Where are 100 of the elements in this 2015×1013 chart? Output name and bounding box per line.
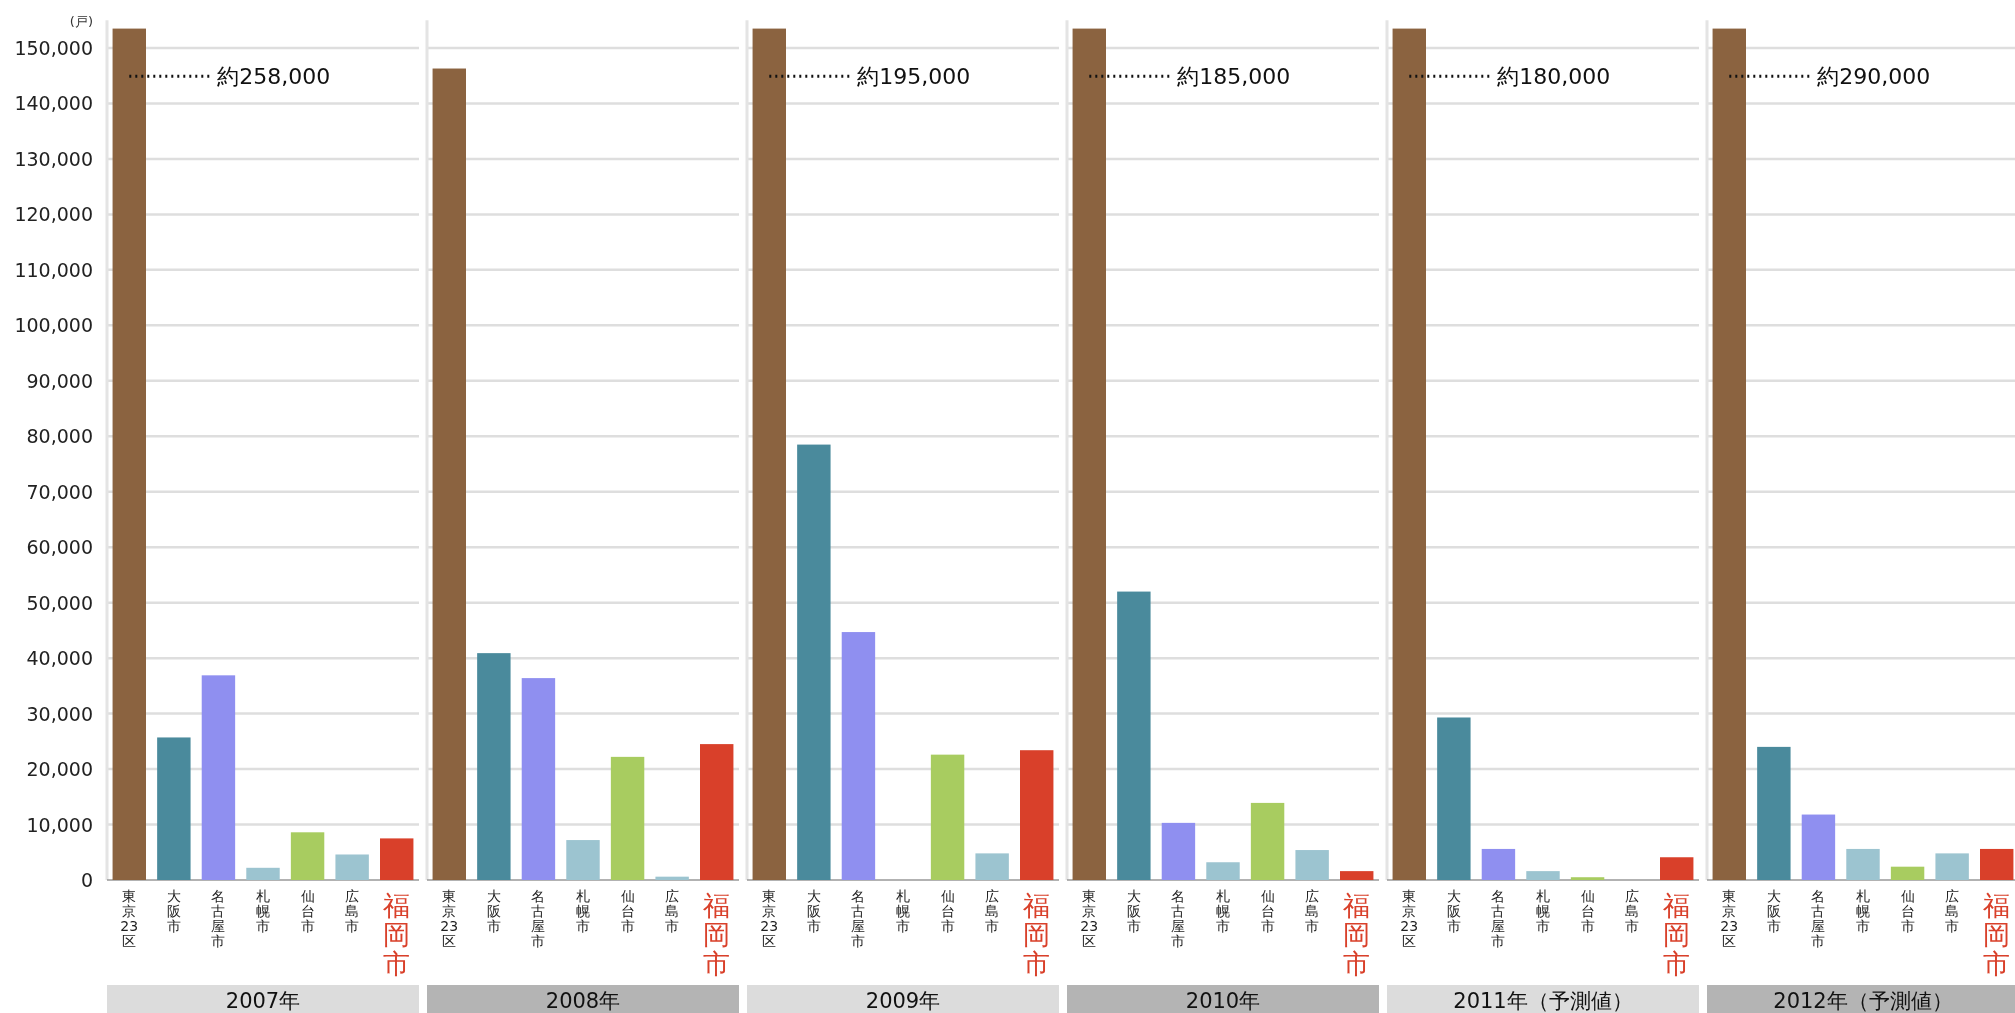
bar xyxy=(930,754,965,880)
bar xyxy=(1392,28,1426,880)
x-tick-label: 仙台市 xyxy=(620,888,635,935)
bar xyxy=(1757,746,1791,880)
x-tick-label: 仙台市 xyxy=(1580,888,1595,935)
x-tick-label: 札幌市 xyxy=(576,888,590,935)
text: 2008年 xyxy=(545,989,621,1013)
text: 2009年 xyxy=(865,989,941,1013)
y-tick-label: 120,000 xyxy=(14,203,93,226)
x-tick-label: 札幌市 xyxy=(896,888,910,935)
x-tick-label: 福岡市 xyxy=(1983,890,2011,980)
x-tick-label: 大阪市 xyxy=(1446,888,1461,935)
text: 2007年 xyxy=(225,989,301,1013)
x-tick-label: 広島市 xyxy=(985,888,1000,935)
y-tick-label: 60,000 xyxy=(26,536,93,559)
x-tick-label: 広島市 xyxy=(1945,888,1960,935)
bar xyxy=(201,675,236,880)
bar xyxy=(841,632,876,880)
y-tick-label: 30,000 xyxy=(26,702,93,725)
x-tick-label: 東京23区 xyxy=(1080,888,1099,950)
bar xyxy=(1846,848,1880,880)
bar xyxy=(477,653,511,880)
bar xyxy=(610,756,645,880)
x-tick-label: 広島市 xyxy=(665,888,680,935)
x-tick-label: 札幌市 xyxy=(1216,888,1230,935)
x-tick-label: 名古屋市 xyxy=(1491,888,1506,950)
bar xyxy=(797,444,831,880)
x-tick-label: 福岡市 xyxy=(383,890,411,980)
x-tick-label: 大阪市 xyxy=(1126,888,1141,935)
bar xyxy=(432,68,466,880)
x-tick-label: 福岡市 xyxy=(703,890,731,980)
bar xyxy=(1117,591,1151,880)
bar xyxy=(380,838,414,880)
bar xyxy=(157,737,191,880)
x-tick-label: 大阪市 xyxy=(486,888,501,935)
bar xyxy=(1890,866,1925,880)
bar xyxy=(975,853,1009,880)
bar xyxy=(1712,28,1746,880)
bar xyxy=(1020,750,1054,880)
annotation: 約258,000 xyxy=(217,64,331,90)
x-tick-label: 札幌市 xyxy=(1536,888,1550,935)
x-tick-label: 東京23区 xyxy=(440,888,459,950)
annotation: 約290,000 xyxy=(1817,64,1931,90)
x-tick-label: 大阪市 xyxy=(806,888,821,935)
bar xyxy=(1161,822,1196,880)
bar xyxy=(112,28,146,880)
bar xyxy=(1570,877,1605,880)
bar xyxy=(1935,853,1969,880)
y-tick-label: 10,000 xyxy=(26,813,93,836)
x-tick-label: 福岡市 xyxy=(1663,890,1691,980)
x-tick-label: 名古屋市 xyxy=(851,888,866,950)
bar xyxy=(1250,802,1285,880)
bar xyxy=(521,678,556,880)
x-tick-label: 仙台市 xyxy=(1260,888,1275,935)
bar xyxy=(566,840,600,880)
annotation: 約185,000 xyxy=(1177,64,1291,90)
annotation: 約195,000 xyxy=(857,64,971,90)
y-tick-label: 110,000 xyxy=(14,258,93,281)
x-tick-label: 福岡市 xyxy=(1343,890,1371,980)
y-tick-label: 20,000 xyxy=(26,758,93,781)
bar xyxy=(700,744,734,880)
x-tick-label: 広島市 xyxy=(1625,888,1640,935)
text: 2011年（予測値） xyxy=(1453,989,1633,1013)
y-tick-label: 0 xyxy=(80,869,93,891)
bar xyxy=(1340,871,1374,880)
bar xyxy=(1481,848,1516,880)
bar xyxy=(246,867,280,880)
x-tick-label: 東京23区 xyxy=(1720,888,1739,950)
x-tick-label: 東京23区 xyxy=(120,888,139,950)
x-tick-label: 仙台市 xyxy=(300,888,315,935)
x-tick-label: 広島市 xyxy=(345,888,360,935)
bar xyxy=(752,28,786,880)
y-tick-label: 130,000 xyxy=(14,147,93,170)
bar xyxy=(655,876,689,880)
x-tick-label: 名古屋市 xyxy=(211,888,226,950)
x-tick-label: 札幌市 xyxy=(1856,888,1870,935)
bar xyxy=(1801,814,1836,880)
bar xyxy=(1206,862,1240,880)
x-tick-label: 名古屋市 xyxy=(1811,888,1826,950)
y-tick-label: 80,000 xyxy=(26,425,93,448)
bar xyxy=(1660,857,1694,880)
x-tick-label: 名古屋市 xyxy=(531,888,546,950)
y-tick-label: 140,000 xyxy=(14,92,93,115)
y-tick-label: 50,000 xyxy=(26,591,93,614)
x-tick-label: 東京23区 xyxy=(760,888,779,950)
y-tick-label: 70,000 xyxy=(26,480,93,503)
bar xyxy=(1526,871,1560,880)
x-tick-label: 仙台市 xyxy=(940,888,955,935)
y-tick-label: 100,000 xyxy=(14,314,93,337)
x-tick-label: 大阪市 xyxy=(166,888,181,935)
x-tick-label: 広島市 xyxy=(1305,888,1320,935)
text: 2010年 xyxy=(1185,989,1261,1013)
bar xyxy=(335,854,369,880)
y-tick-label: 150,000 xyxy=(14,37,93,59)
x-tick-label: 福岡市 xyxy=(1023,890,1051,980)
y-tick-label: 40,000 xyxy=(26,647,93,670)
y-tick-label: 90,000 xyxy=(26,369,93,392)
annotation: 約180,000 xyxy=(1497,64,1611,90)
bar xyxy=(1295,850,1329,880)
x-tick-label: 名古屋市 xyxy=(1171,888,1186,950)
